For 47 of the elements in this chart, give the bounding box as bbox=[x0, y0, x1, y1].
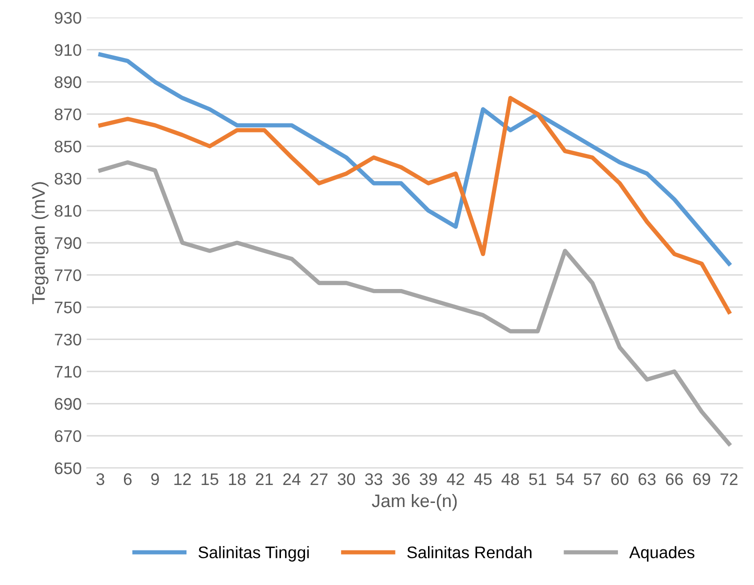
x-tick-label: 33 bbox=[365, 473, 382, 486]
x-tick-label: 12 bbox=[174, 473, 191, 485]
y-tick-label: 850 bbox=[54, 140, 82, 152]
y-tick-label: 790 bbox=[54, 237, 82, 249]
x-tick-label: 27 bbox=[310, 473, 328, 485]
x-tick-label: 15 bbox=[202, 473, 218, 486]
x-tick-label: 66 bbox=[666, 473, 683, 486]
y-tick-label: 830 bbox=[54, 172, 82, 185]
line-series bbox=[98, 52, 732, 266]
y-tick-label: 930 bbox=[54, 12, 82, 24]
x-tick-label: 18 bbox=[229, 473, 246, 486]
legend-label: Salinitas Tinggi bbox=[198, 546, 309, 562]
line-series bbox=[98, 96, 732, 314]
y-tick-label: 710 bbox=[54, 366, 82, 378]
y-tick-label: 890 bbox=[54, 76, 82, 88]
x-tick-label: 69 bbox=[693, 473, 710, 486]
y-tick-label: 910 bbox=[54, 44, 82, 56]
line-series bbox=[98, 160, 732, 446]
legend-label: Salinitas Rendah bbox=[407, 546, 532, 558]
legend-label: Aquades bbox=[629, 546, 694, 562]
x-tick-label: 21 bbox=[256, 473, 273, 485]
x-tick-label: 45 bbox=[474, 473, 492, 486]
y-axis-title: Tegangan (mV) bbox=[32, 182, 48, 304]
x-tick-label: 48 bbox=[501, 473, 519, 486]
x-tick-label: 3 bbox=[96, 473, 104, 486]
y-tick-label: 690 bbox=[54, 398, 82, 410]
x-tick-label: 60 bbox=[611, 473, 628, 486]
x-tick-label: 63 bbox=[638, 473, 656, 486]
y-tick-label: 870 bbox=[54, 108, 82, 120]
y-tick-label: 770 bbox=[54, 269, 82, 282]
y-tick-label: 650 bbox=[54, 462, 82, 474]
x-tick-label: 30 bbox=[338, 473, 355, 486]
x-tick-label: 36 bbox=[392, 473, 410, 486]
x-tick-label: 9 bbox=[151, 473, 159, 486]
x-tick-label: 51 bbox=[529, 473, 546, 486]
y-tick-label: 730 bbox=[54, 334, 82, 346]
y-tick-label: 670 bbox=[54, 430, 82, 442]
x-tick-label: 57 bbox=[584, 473, 601, 486]
x-tick-label: 39 bbox=[420, 473, 437, 486]
x-axis-title: Jam ke-(n) bbox=[372, 494, 457, 511]
x-tick-label: 54 bbox=[556, 473, 574, 486]
y-tick-label: 750 bbox=[54, 302, 82, 314]
x-tick-label: 24 bbox=[283, 473, 300, 485]
y-tick-label: 810 bbox=[54, 205, 82, 217]
x-tick-label: 6 bbox=[124, 473, 132, 486]
x-tick-label: 72 bbox=[720, 473, 738, 485]
x-tick-label: 42 bbox=[446, 473, 464, 485]
